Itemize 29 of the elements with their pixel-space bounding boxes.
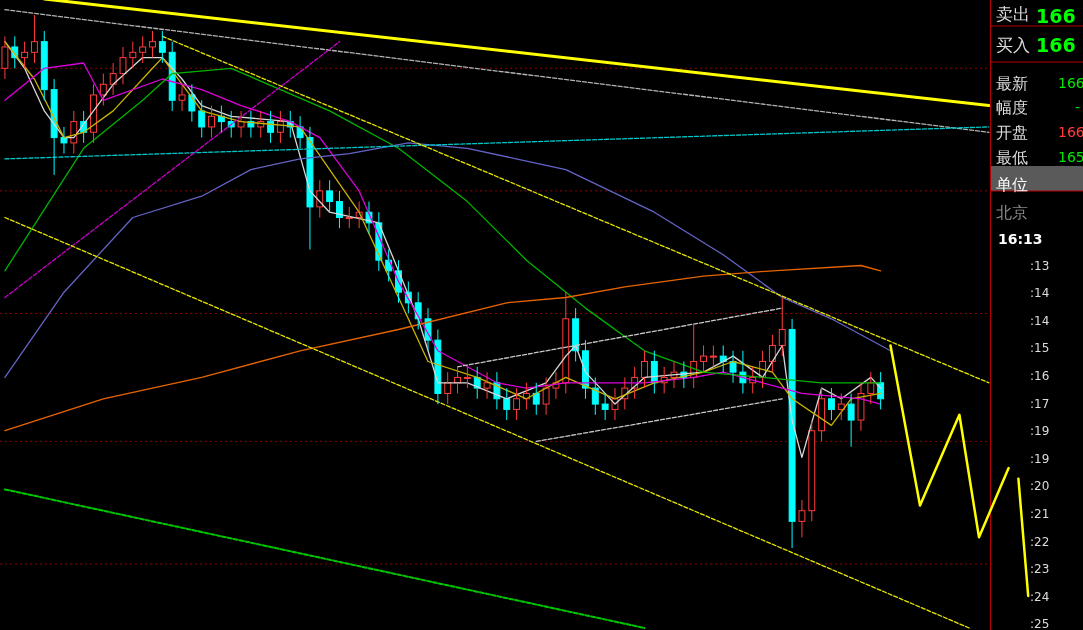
annotation: :20 — [1030, 479, 1050, 494]
annotation: :17 — [1030, 396, 1050, 411]
annotation: :19 — [1030, 451, 1050, 466]
annotation: 16:13 — [998, 231, 1043, 247]
text: :23 — [1030, 562, 1050, 577]
annotation: :13 — [1030, 258, 1050, 273]
text: - — [1075, 99, 1081, 115]
annotation: 卖出 — [996, 4, 1030, 24]
annotation: 开盘 — [996, 122, 1028, 142]
annotation: :15 — [1030, 341, 1050, 356]
annotation: :19 — [1030, 424, 1050, 439]
annotation: 幅度 — [996, 97, 1028, 117]
text: 166 — [1058, 124, 1083, 140]
annotation: 北京 — [996, 202, 1028, 222]
annotation: :14 — [1030, 313, 1050, 328]
annotation: :22 — [1030, 534, 1050, 549]
annotation: 最新 — [996, 73, 1028, 93]
annotation: 单位 — [996, 174, 1028, 194]
annotation: 买入 — [996, 35, 1030, 55]
annotation: :14 — [1030, 286, 1050, 301]
annotation: :16 — [1030, 368, 1050, 383]
annotation: :21 — [1030, 506, 1050, 521]
annotation: 166 — [1036, 4, 1076, 27]
text: 166 — [1058, 75, 1083, 91]
annotation: 最低 — [996, 147, 1028, 167]
text: :25 — [1030, 617, 1050, 630]
text: :24 — [1030, 589, 1050, 604]
annotation: 166 — [1036, 33, 1076, 56]
text: 165 — [1058, 149, 1083, 165]
